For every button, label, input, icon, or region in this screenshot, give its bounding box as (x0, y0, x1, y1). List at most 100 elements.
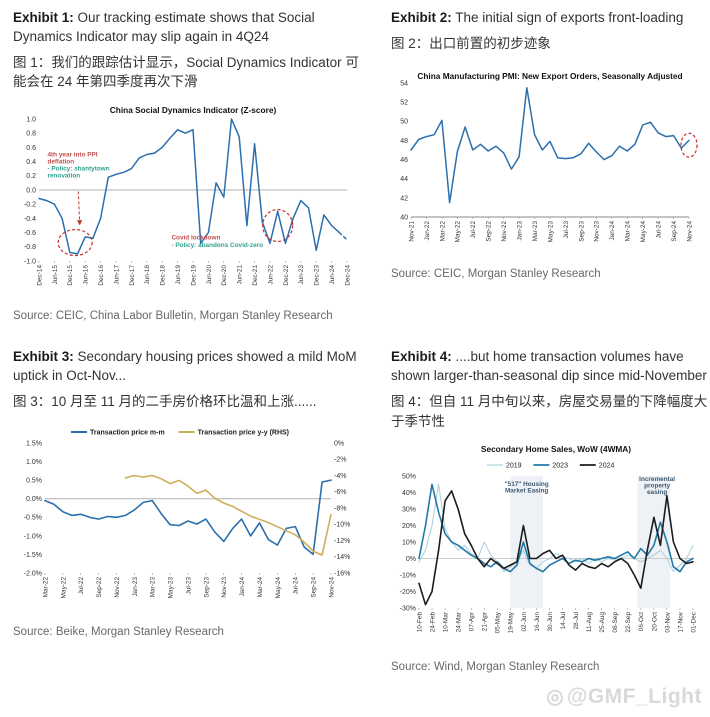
svg-text:Transaction price m-m: Transaction price m-m (90, 429, 165, 436)
exhibit-3-source: Source: Beike, Morgan Stanley Research (13, 625, 224, 638)
svg-text:48: 48 (400, 138, 408, 145)
svg-text:0.4: 0.4 (26, 159, 36, 166)
svg-text:50: 50 (400, 119, 408, 126)
svg-text:Jun-19: Jun-19 (175, 264, 182, 284)
svg-text:28-Jul: 28-Jul (573, 612, 580, 629)
svg-text:Secondary Home Sales, WoW (4WM: Secondary Home Sales, WoW (4WMA) (481, 444, 631, 454)
svg-text:-20%: -20% (400, 589, 416, 596)
svg-text:Dec-19: Dec-19 (190, 264, 197, 285)
exhibit-3-title: Exhibit 3: Secondary housing prices show… (13, 348, 365, 386)
svg-text:Nov-24: Nov-24 (686, 221, 693, 242)
watermark: ◎ @GMF_Light (544, 684, 702, 709)
svg-text:- Policy: shantytown: - Policy: shantytown (47, 166, 109, 173)
svg-text:-0.8: -0.8 (24, 244, 36, 251)
svg-text:Nov-24: Nov-24 (328, 576, 335, 597)
svg-text:May-23: May-23 (547, 221, 554, 243)
svg-text:Jun-17: Jun-17 (113, 264, 120, 284)
svg-text:Nov-22: Nov-22 (114, 576, 121, 597)
svg-text:0.6: 0.6 (26, 145, 36, 152)
svg-text:May-23: May-23 (168, 576, 175, 598)
chart1-svg: China Social Dynamics Indicator (Z-score… (24, 105, 351, 286)
svg-text:Jun-21: Jun-21 (237, 264, 244, 284)
svg-text:Dec-18: Dec-18 (160, 264, 167, 285)
chart3-svg: 1.5% 1.0% 0.5% 0.0% -0.5% -1.0% -1.5% -2.0% 0% -2… (24, 429, 351, 598)
exhibit-4-label: Exhibit 4: (391, 349, 452, 365)
svg-text:25-Aug: 25-Aug (599, 612, 606, 633)
svg-text:-0.2: -0.2 (24, 202, 36, 209)
svg-text:Jul-24: Jul-24 (293, 576, 300, 594)
svg-text:Nov-23: Nov-23 (221, 576, 228, 597)
svg-text:2023: 2023 (552, 463, 568, 470)
svg-text:Mar-23: Mar-23 (150, 576, 157, 597)
svg-text:China Social Dynamics Indicato: China Social Dynamics Indicator (Z-score… (110, 105, 277, 115)
svg-text:May-24: May-24 (275, 576, 282, 598)
svg-text:May-24: May-24 (640, 221, 647, 243)
svg-text:-4%: -4% (334, 473, 346, 480)
exhibit-2-label: Exhibit 2: (391, 10, 452, 25)
svg-text:Jan-24: Jan-24 (239, 576, 246, 596)
svg-text:-1.0%: -1.0% (24, 533, 42, 540)
svg-text:0%: 0% (406, 556, 416, 563)
svg-text:Jan-23: Jan-23 (132, 576, 139, 596)
svg-text:40: 40 (400, 215, 408, 222)
svg-text:21-Apr: 21-Apr (482, 611, 489, 631)
svg-text:Sep-22: Sep-22 (96, 576, 103, 597)
svg-text:-10%: -10% (400, 573, 416, 580)
svg-text:11-Aug: 11-Aug (586, 612, 593, 633)
svg-text:52: 52 (400, 100, 408, 107)
svg-text:42: 42 (400, 196, 408, 203)
exhibit-1-chart: China Social Dynamics Indicator (Z-score… (13, 103, 365, 304)
svg-text:Mar-22: Mar-22 (42, 576, 49, 597)
exhibit-4-section: Exhibit 4: ....but home transaction volu… (391, 348, 709, 675)
svg-text:May-22: May-22 (455, 221, 462, 243)
svg-text:Jun-20: Jun-20 (206, 264, 213, 284)
exhibit-4-title: Exhibit 4: ....but home transaction volu… (391, 348, 709, 386)
svg-text:Sep-24: Sep-24 (311, 576, 318, 597)
svg-text:0.0%: 0.0% (26, 496, 42, 503)
svg-text:0.8: 0.8 (26, 131, 36, 138)
svg-text:Mar-22: Mar-22 (439, 221, 446, 242)
svg-text:30-Jun: 30-Jun (547, 612, 554, 632)
svg-text:4th year into PPI: 4th year into PPI (47, 152, 97, 159)
svg-text:Jan-22: Jan-22 (424, 221, 431, 241)
svg-text:Jul-22: Jul-22 (78, 576, 85, 594)
svg-text:- Policy: abandons Covid-zero: - Policy: abandons Covid-zero (171, 242, 263, 249)
exhibit-4-title-chinese: 图 4：但自 11 月中旬以来，房屋交易量的下降幅度大于季节性 (391, 394, 708, 429)
svg-text:Market Easing: Market Easing (505, 488, 548, 495)
exhibit-1-source: Source: CEIC, China Labor Bulletin, Morg… (13, 309, 333, 322)
svg-text:Jun-15: Jun-15 (52, 264, 59, 284)
svg-text:Sep-24: Sep-24 (671, 221, 678, 242)
exhibit-2-title: Exhibit 2: The initial sign of exports f… (391, 9, 709, 28)
svg-text:Dec-23: Dec-23 (314, 264, 321, 285)
svg-text:19-May: 19-May (508, 612, 515, 634)
svg-text:03-Nov: 03-Nov (664, 612, 671, 633)
watermark-text: @GMF_Light (566, 684, 702, 708)
svg-text:-1.5%: -1.5% (24, 552, 42, 559)
exhibit-1-label: Exhibit 1: (13, 10, 74, 25)
svg-text:Dec-17: Dec-17 (129, 264, 136, 285)
svg-text:-2%: -2% (334, 456, 346, 463)
svg-text:44: 44 (400, 177, 408, 184)
exhibit-2-section: Exhibit 2: The initial sign of exports f… (391, 9, 709, 324)
svg-text:-6%: -6% (334, 489, 346, 496)
exhibit-grid: Exhibit 1: Our tracking estimate shows t… (13, 9, 709, 676)
exhibit-1-section: Exhibit 1: Our tracking estimate shows t… (13, 9, 365, 324)
svg-text:1.0%: 1.0% (26, 459, 42, 466)
svg-text:0.2: 0.2 (26, 173, 36, 180)
svg-text:16-Jun: 16-Jun (534, 612, 541, 632)
svg-text:06-Oct: 06-Oct (638, 612, 645, 631)
svg-text:Incremental: Incremental (639, 476, 675, 483)
svg-text:Sep-23: Sep-23 (203, 576, 210, 597)
svg-text:54: 54 (400, 81, 408, 88)
svg-text:Nov-22: Nov-22 (501, 221, 508, 242)
svg-text:Dec-24: Dec-24 (344, 264, 351, 285)
svg-text:30%: 30% (402, 507, 416, 514)
svg-text:Jul-24: Jul-24 (656, 221, 663, 239)
exhibit-2-source: Source: CEIC, Morgan Stanley Research (391, 268, 601, 281)
svg-text:50%: 50% (402, 474, 416, 481)
svg-text:Jul-23: Jul-23 (563, 221, 570, 239)
svg-text:10%: 10% (402, 540, 416, 547)
exhibit-2-title-chinese: 图 2：出口前置的初步迹象 (391, 35, 551, 51)
svg-text:20-Oct: 20-Oct (651, 612, 658, 631)
svg-text:07-Apr: 07-Apr (469, 611, 476, 631)
